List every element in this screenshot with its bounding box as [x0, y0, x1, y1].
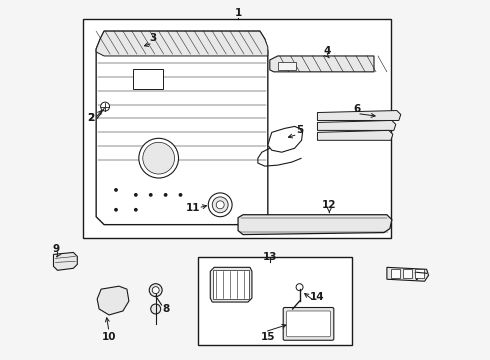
Text: 2: 2	[88, 113, 95, 123]
Circle shape	[165, 194, 167, 196]
Circle shape	[216, 201, 224, 209]
Text: 5: 5	[296, 125, 303, 135]
FancyBboxPatch shape	[287, 311, 330, 337]
Text: 3: 3	[149, 33, 156, 43]
Bar	[415, 269, 424, 278]
Text: 9: 9	[53, 244, 60, 255]
Text: 1: 1	[234, 8, 242, 18]
Circle shape	[139, 138, 178, 178]
Bar	[403, 269, 412, 278]
Circle shape	[149, 284, 162, 297]
Text: 2: 2	[88, 113, 95, 123]
Polygon shape	[268, 126, 302, 152]
Polygon shape	[97, 286, 129, 315]
Circle shape	[100, 102, 110, 111]
Polygon shape	[210, 267, 252, 302]
Circle shape	[151, 304, 161, 314]
Polygon shape	[318, 121, 396, 130]
Circle shape	[179, 194, 182, 196]
Polygon shape	[96, 31, 268, 56]
Text: 11: 11	[186, 203, 200, 213]
Bar	[391, 269, 400, 278]
Text: 14: 14	[310, 292, 325, 302]
Text: 6: 6	[353, 104, 361, 113]
Text: 12: 12	[322, 200, 337, 210]
Circle shape	[115, 189, 117, 191]
Circle shape	[208, 193, 232, 217]
Circle shape	[143, 142, 174, 174]
Circle shape	[115, 208, 117, 211]
Bar	[198, 257, 352, 345]
Text: 10: 10	[102, 332, 116, 342]
Text: 13: 13	[263, 252, 277, 262]
Circle shape	[135, 194, 137, 196]
Circle shape	[212, 197, 228, 213]
Polygon shape	[96, 31, 268, 225]
Polygon shape	[53, 252, 77, 270]
FancyBboxPatch shape	[283, 307, 334, 340]
Polygon shape	[238, 215, 392, 235]
Bar	[83, 19, 391, 238]
Text: 7: 7	[413, 272, 420, 282]
Polygon shape	[318, 111, 401, 121]
Circle shape	[149, 194, 152, 196]
Bar	[278, 62, 295, 70]
Polygon shape	[318, 130, 393, 140]
Polygon shape	[387, 267, 429, 281]
Text: 4: 4	[324, 46, 331, 56]
Circle shape	[296, 284, 303, 291]
Circle shape	[135, 208, 137, 211]
Polygon shape	[270, 56, 374, 72]
Bar	[133, 69, 163, 89]
Text: 8: 8	[162, 304, 169, 314]
Bar	[213, 270, 249, 299]
Circle shape	[152, 287, 159, 294]
Text: 15: 15	[261, 332, 275, 342]
